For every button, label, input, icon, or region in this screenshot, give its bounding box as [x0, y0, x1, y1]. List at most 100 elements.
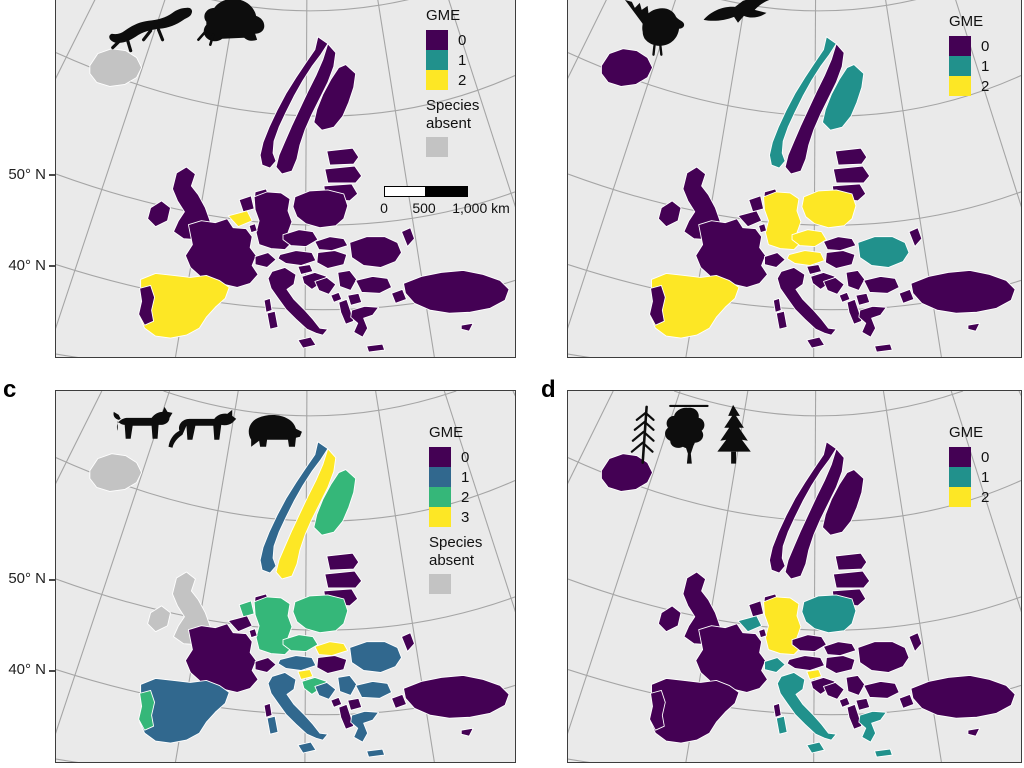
- legend-swatch-1: [426, 50, 448, 71]
- europe-map-a: [56, 0, 515, 357]
- oak-tree-icon: [665, 404, 709, 464]
- country-cz: [282, 229, 319, 248]
- bear-icon: [248, 414, 302, 447]
- legend-swatch-2: [429, 487, 451, 508]
- salamander-icon: [109, 7, 193, 53]
- legend-entry-1: 1: [429, 467, 493, 488]
- country-fr: [184, 623, 273, 718]
- lat-label-50n-bottom: 50° N: [8, 570, 46, 587]
- country-fr: [184, 218, 273, 313]
- country-ie: [657, 605, 682, 633]
- fir-branch-icon: [630, 405, 655, 464]
- country-pl: [801, 189, 857, 229]
- legend-swatch-2: [949, 76, 971, 97]
- gme-legend-d: GME 0 1 2: [949, 424, 990, 508]
- country-be: [737, 615, 763, 633]
- legend-value-label: 0: [981, 448, 990, 466]
- country-ch: [254, 252, 277, 268]
- country-nl: [748, 195, 764, 213]
- country-ba: [823, 276, 845, 295]
- country-ie: [147, 200, 171, 228]
- gme-legend-c: GME 0 1 2 3 Species absent: [429, 424, 493, 594]
- country-md: [401, 632, 415, 653]
- species-silhouettes: [625, 0, 770, 56]
- legend-entry-2: 2: [429, 487, 493, 508]
- country-mk: [347, 292, 363, 306]
- legend-swatch-2: [426, 70, 448, 91]
- country-it: [266, 672, 329, 754]
- species-absent-swatch: [429, 573, 451, 594]
- country-me: [330, 696, 343, 708]
- country-at: [277, 250, 317, 266]
- legend-value-label: 3: [461, 508, 470, 526]
- legend-value-label: 0: [461, 448, 470, 466]
- legend-value-label: 0: [458, 31, 467, 49]
- legend-swatch-0: [429, 447, 451, 468]
- legend-swatch-1: [949, 56, 971, 77]
- country-no: [259, 36, 329, 169]
- country-ee: [834, 552, 868, 571]
- legend-entry-1: 1: [949, 56, 989, 77]
- country-gr: [350, 305, 386, 353]
- country-fi: [822, 469, 865, 536]
- country-se: [784, 448, 845, 580]
- country-rs: [845, 270, 866, 291]
- country-si: [297, 669, 314, 680]
- legend-swatch-2: [949, 487, 971, 508]
- country-is: [89, 453, 143, 492]
- country-md: [908, 632, 923, 653]
- country-tr: [391, 675, 510, 737]
- lat-label-40n-top: 40° N: [8, 257, 46, 274]
- europe-map-d: [568, 391, 1021, 762]
- scale-label-end: 1,000 km: [452, 200, 510, 216]
- country-rs: [337, 270, 358, 291]
- country-cz: [791, 229, 827, 248]
- country-lv: [324, 570, 363, 589]
- country-pl: [292, 594, 349, 634]
- country-is: [600, 453, 653, 492]
- country-pt: [138, 284, 156, 326]
- country-bg: [355, 680, 392, 699]
- country-ch: [764, 657, 786, 673]
- legend-swatch-1: [429, 467, 451, 488]
- country-pt: [138, 689, 156, 731]
- legend-value-label: 2: [458, 71, 467, 89]
- country-es: [139, 273, 230, 339]
- country-ee: [326, 552, 360, 571]
- country-pl: [292, 189, 349, 229]
- country-hu: [825, 655, 856, 674]
- country-lv: [324, 165, 363, 184]
- country-nl: [748, 600, 764, 618]
- legend-swatch-0: [949, 36, 971, 57]
- country-it: [775, 267, 837, 349]
- panel-b-birds-map: GME 0 1 2: [567, 0, 1022, 358]
- country-mk: [855, 697, 871, 711]
- species-absent-label: Species absent: [429, 534, 483, 569]
- country-fi: [822, 64, 865, 131]
- country-se: [275, 43, 337, 175]
- wolf-icon: [168, 409, 237, 448]
- legend-value-label: 1: [461, 468, 470, 486]
- country-se: [275, 448, 337, 580]
- species-absent-label: Species absent: [426, 97, 480, 132]
- country-fi: [313, 469, 357, 536]
- legend-title: GME: [429, 424, 464, 441]
- country-md: [908, 227, 923, 248]
- country-at: [277, 655, 317, 671]
- country-be: [227, 210, 253, 228]
- country-no: [769, 441, 837, 574]
- country-mk: [347, 697, 363, 711]
- legend-swatch-1: [949, 467, 971, 488]
- species-silhouettes: [109, 0, 265, 53]
- legend-entry-2: 2: [426, 70, 490, 91]
- country-gr: [858, 710, 893, 758]
- country-lv: [832, 165, 871, 184]
- country-ch: [254, 657, 277, 673]
- scale-bar-segment-500-1000: [425, 186, 468, 197]
- country-is: [89, 48, 143, 87]
- legend-entry-1: 1: [949, 467, 989, 488]
- country-ro: [857, 641, 910, 673]
- legend-swatch-0: [426, 30, 448, 51]
- country-lu: [758, 628, 767, 639]
